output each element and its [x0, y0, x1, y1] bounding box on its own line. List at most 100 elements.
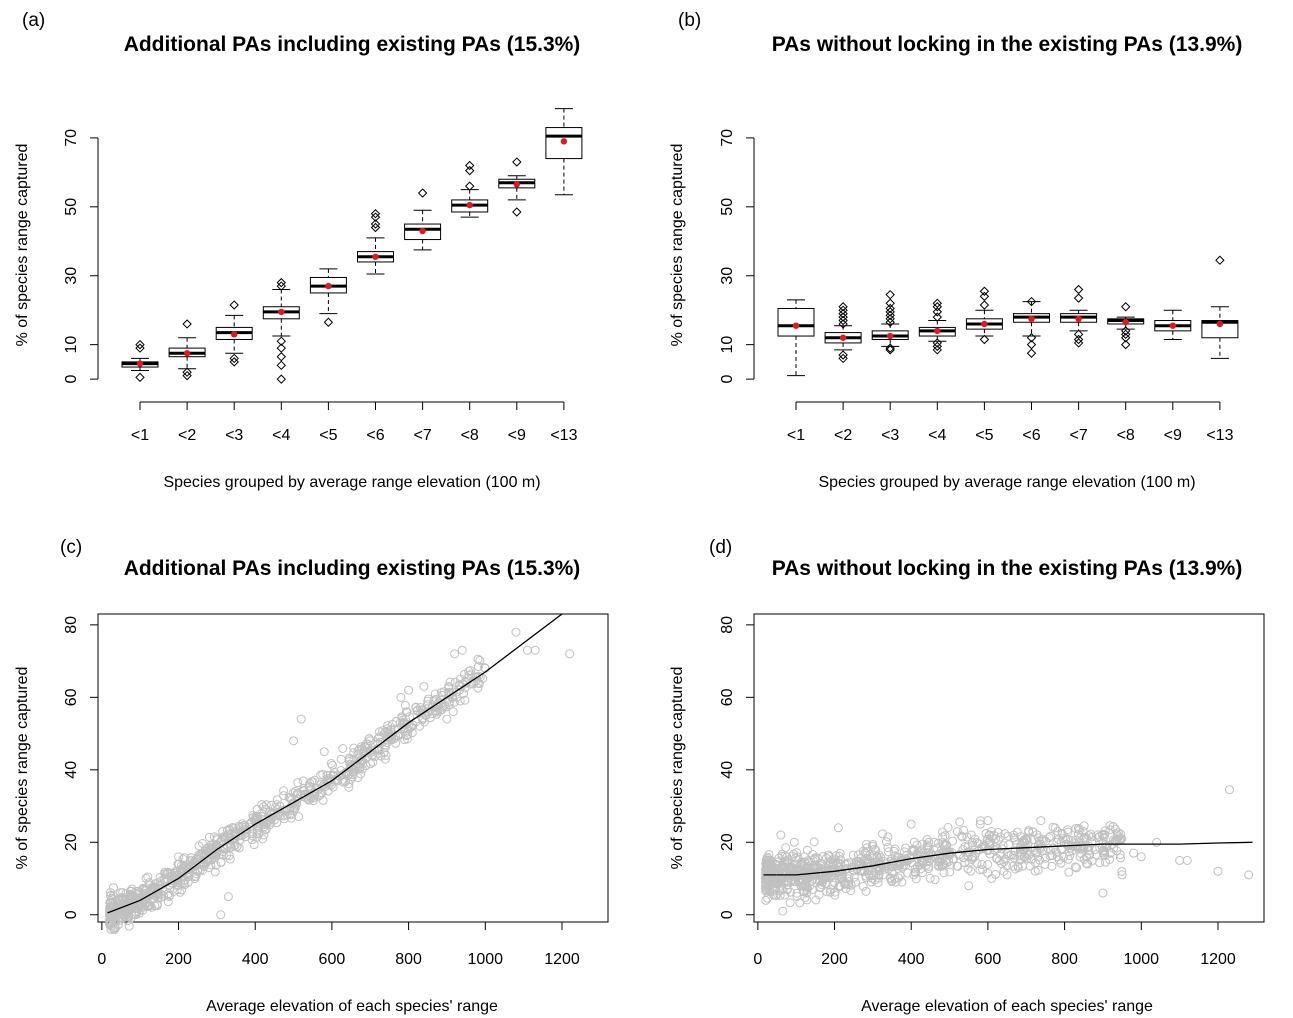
panel-c-ylabel: % of species range captured	[14, 667, 31, 870]
scatter-point	[764, 849, 774, 859]
scatter-point	[985, 837, 995, 847]
scatter-point	[763, 893, 773, 903]
outlier-point	[932, 338, 943, 348]
mean-point	[183, 350, 191, 357]
scatter-point	[1036, 816, 1046, 826]
scatter-point	[762, 860, 772, 870]
outlier-point	[276, 281, 287, 291]
scatter-point	[1000, 829, 1010, 839]
scatter-point	[161, 870, 171, 880]
scatter-point	[780, 890, 790, 900]
scatter-point	[144, 878, 154, 888]
scatter-point	[806, 875, 816, 885]
scatter-point	[479, 663, 489, 673]
y-tick-label: 40	[719, 761, 736, 779]
outlier-point	[838, 308, 848, 319]
scatter-point	[1244, 870, 1254, 880]
scatter-point	[201, 858, 211, 868]
scatter-point	[294, 812, 304, 822]
outlier-point	[370, 209, 381, 219]
scatter-point	[197, 848, 207, 858]
scatter-point	[126, 890, 136, 900]
scatter-point	[955, 849, 965, 859]
scatter-point	[977, 859, 987, 869]
x-tick-label: 400	[242, 951, 269, 968]
mean-point	[1169, 322, 1177, 329]
outlier-point	[229, 353, 239, 364]
scatter-point	[427, 701, 437, 711]
panel-d-title: PAs without locking in the existing PAs …	[772, 557, 1243, 580]
scatter-point	[997, 859, 1007, 869]
outlier-point	[512, 157, 522, 167]
scatter-point	[289, 736, 299, 746]
scatter-point	[378, 726, 388, 736]
scatter-point	[304, 781, 314, 791]
x-tick-label: 400	[898, 951, 925, 968]
box-lt13	[545, 108, 583, 196]
scatter-point	[285, 809, 295, 819]
box-lt7	[404, 188, 442, 251]
scatter-point	[785, 898, 795, 908]
panel-b-ylabel: % of species range captured	[669, 144, 686, 347]
mean-point	[325, 282, 332, 290]
scatter-point	[1002, 861, 1012, 871]
scatter-point	[565, 649, 575, 659]
scatter-point	[1105, 825, 1115, 835]
scatter-point	[910, 867, 920, 877]
scatter-point	[836, 860, 846, 870]
scatter-point	[766, 876, 776, 886]
mean-point	[278, 308, 285, 316]
x-tick-label: 200	[821, 951, 848, 968]
scatter-point	[1224, 785, 1234, 795]
scatter-point	[423, 700, 433, 710]
outlier-point	[885, 345, 895, 355]
outlier-point	[838, 319, 848, 329]
scatter-point	[364, 734, 374, 744]
outlier-point	[885, 317, 895, 327]
scatter-point	[947, 836, 957, 846]
outlier-point	[932, 312, 943, 322]
scatter-point	[1175, 855, 1185, 865]
scatter-point	[163, 867, 173, 877]
scatter-point	[352, 759, 362, 769]
scatter-point	[216, 910, 226, 920]
outlier-point	[417, 188, 428, 198]
scatter-point	[308, 796, 318, 806]
scatter-point	[207, 843, 217, 853]
scatter-point	[809, 837, 819, 847]
x-tick-label: 1200	[1200, 951, 1236, 968]
scatter-point	[107, 914, 117, 924]
x-tick-label: <4	[272, 427, 290, 444]
scatter-point	[216, 858, 226, 868]
scatter-point	[1024, 826, 1034, 836]
scatter-point	[952, 827, 962, 837]
scatter-point	[112, 902, 122, 912]
scatter-point	[1075, 842, 1085, 852]
scatter-point	[844, 871, 854, 881]
outlier-point	[1026, 333, 1037, 343]
scatter-point	[457, 645, 467, 655]
scatter-point	[138, 883, 148, 893]
outlier-point	[932, 341, 943, 352]
scatter-point	[913, 847, 923, 857]
scatter-point	[328, 770, 338, 780]
outlier-point	[1120, 329, 1131, 340]
scatter-point	[1115, 853, 1125, 863]
scatter-point	[872, 853, 882, 863]
outlier-point	[932, 345, 943, 355]
scatter-point	[805, 881, 815, 891]
scatter-point	[1116, 829, 1126, 839]
scatter-point	[261, 818, 271, 828]
scatter-point	[1013, 861, 1023, 871]
scatter-point	[869, 871, 879, 881]
scatter-point	[799, 861, 809, 871]
x-tick-label: <2	[178, 427, 196, 444]
scatter-point	[359, 742, 369, 752]
scatter-point	[858, 860, 868, 870]
scatter-point	[124, 921, 134, 931]
scatter-point	[799, 887, 809, 897]
scatter-point	[822, 887, 832, 897]
x-tick-label: <8	[1117, 427, 1135, 444]
panel-label-c: (c)	[60, 537, 82, 558]
outlier-point	[464, 181, 475, 191]
